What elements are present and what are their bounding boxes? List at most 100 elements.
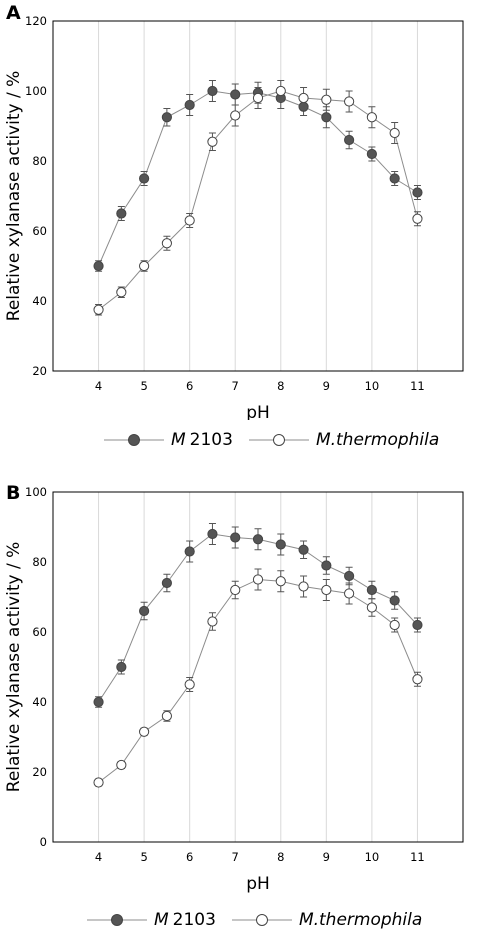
legend-label-suffix: 2103 bbox=[172, 910, 216, 930]
legend-item-mthermophila: M.thermophila bbox=[231, 910, 423, 930]
data-point-m2103 bbox=[252, 534, 264, 545]
legend-label-suffix: 2103 bbox=[189, 430, 233, 450]
data-point-m2103 bbox=[230, 89, 241, 100]
data-point-mthermophila bbox=[366, 112, 377, 123]
y-axis-label: Relative xylanase activity / % bbox=[4, 542, 24, 792]
data-point-m2103 bbox=[93, 696, 104, 708]
x-tick-label: 4 bbox=[95, 379, 102, 393]
data-point-mthermophila bbox=[344, 96, 355, 107]
data-point-mthermophila bbox=[298, 92, 309, 104]
data-point-m2103 bbox=[412, 619, 423, 631]
data-point-m2103 bbox=[298, 544, 309, 555]
x-tick-label: 8 bbox=[277, 379, 284, 393]
chart-legend: M 2103 M.thermophila bbox=[104, 430, 455, 450]
chart-a-svg: 4 5 6 7 8 9 10 11 20 40 60 80 100 120 pH Relative xylan… bbox=[4, 14, 464, 420]
data-point-mthermophila bbox=[139, 260, 150, 272]
data-point-mthermophila bbox=[344, 588, 355, 599]
data-point-mthermophila bbox=[252, 574, 264, 585]
data-point-mthermophila bbox=[275, 576, 286, 587]
data-point-m2103 bbox=[366, 148, 377, 160]
data-point-mthermophila bbox=[275, 85, 286, 97]
x-tick-label: 4 bbox=[95, 850, 102, 864]
data-point-m2103 bbox=[230, 532, 241, 543]
data-point-mthermophila bbox=[161, 238, 172, 249]
data-point-m2103 bbox=[161, 577, 172, 589]
x-axis-label: pH bbox=[246, 403, 270, 420]
data-point-m2103 bbox=[321, 560, 332, 571]
data-point-mthermophila bbox=[207, 136, 218, 147]
data-point-m2103 bbox=[139, 173, 150, 184]
data-point-m2103 bbox=[207, 528, 218, 540]
y-tick-label: 40 bbox=[32, 695, 47, 709]
series-line bbox=[98, 90, 418, 311]
legend-label: M bbox=[171, 430, 186, 450]
y-tick-label: 100 bbox=[25, 84, 47, 98]
chart-legend: M 2103 M.thermophila bbox=[87, 910, 438, 930]
series-line bbox=[98, 533, 418, 703]
y-tick-label: 120 bbox=[25, 14, 47, 28]
data-point-m2103 bbox=[275, 539, 286, 550]
legend-item-m2103: M 2103 bbox=[87, 910, 216, 930]
data-point-m2103 bbox=[184, 99, 195, 111]
legend-label: M.thermophila bbox=[298, 910, 423, 930]
chart-b-svg: 4 5 6 7 8 9 10 11 0 20 40 60 80 100 pH Relative xylanas… bbox=[4, 485, 464, 894]
data-point-mthermophila bbox=[252, 92, 264, 104]
data-point-m2103 bbox=[93, 260, 104, 272]
data-point-m2103 bbox=[344, 570, 355, 582]
legend-filled-circle-marker bbox=[104, 434, 164, 446]
x-tick-label: 11 bbox=[410, 850, 425, 864]
y-tick-label: 80 bbox=[32, 555, 47, 569]
x-tick-label: 8 bbox=[277, 850, 284, 864]
y-tick-label: 40 bbox=[32, 294, 47, 308]
x-tick-label: 9 bbox=[323, 379, 330, 393]
y-tick-label: 20 bbox=[32, 765, 47, 779]
legend-open-circle-marker bbox=[248, 434, 309, 446]
y-axis-label: Relative xylanase activity / % bbox=[4, 71, 24, 321]
y-tick-label: 20 bbox=[32, 364, 47, 378]
legend-item-mthermophila: M.thermophila bbox=[248, 430, 440, 450]
x-tick-label: 5 bbox=[140, 850, 147, 864]
data-point-mthermophila bbox=[298, 581, 309, 592]
data-point-mthermophila bbox=[412, 674, 423, 685]
legend-item-m2103: M 2103 bbox=[104, 430, 233, 450]
data-point-m2103 bbox=[116, 208, 127, 219]
data-point-mthermophila bbox=[389, 127, 400, 139]
x-tick-label: 10 bbox=[365, 850, 380, 864]
data-point-mthermophila bbox=[184, 215, 195, 226]
data-point-mthermophila bbox=[366, 602, 377, 613]
y-tick-label: 60 bbox=[32, 224, 47, 238]
data-point-m2103 bbox=[389, 173, 400, 184]
panel-label: A bbox=[6, 2, 21, 24]
data-point-m2103 bbox=[184, 546, 195, 557]
data-point-m2103 bbox=[389, 595, 400, 606]
data-point-mthermophila bbox=[412, 213, 423, 224]
data-point-mthermophila bbox=[230, 110, 241, 121]
data-point-mthermophila bbox=[161, 710, 172, 722]
y-tick-label: 60 bbox=[32, 625, 47, 639]
data-point-mthermophila bbox=[116, 759, 127, 771]
x-tick-label: 11 bbox=[410, 379, 425, 393]
x-tick-label: 7 bbox=[232, 379, 239, 393]
data-point-mthermophila bbox=[321, 584, 332, 596]
legend-label: M bbox=[154, 910, 169, 930]
x-tick-label: 10 bbox=[365, 379, 380, 393]
plot-frame bbox=[52, 491, 464, 843]
legend-label: M.thermophila bbox=[315, 430, 440, 450]
data-point-m2103 bbox=[139, 605, 150, 617]
x-tick-label: 6 bbox=[186, 850, 193, 864]
data-point-m2103 bbox=[344, 134, 355, 146]
legend-open-circle-marker bbox=[231, 914, 292, 926]
data-point-m2103 bbox=[116, 661, 127, 673]
data-point-mthermophila bbox=[389, 619, 400, 631]
data-point-mthermophila bbox=[207, 616, 218, 627]
x-axis-label: pH bbox=[246, 874, 270, 894]
panel-label: B bbox=[6, 482, 21, 504]
y-tick-label: 80 bbox=[32, 154, 47, 168]
x-tick-label: 6 bbox=[186, 379, 193, 393]
data-point-mthermophila bbox=[230, 584, 241, 596]
chart-panel-a: 4 5 6 7 8 9 10 11 20 40 60 80 100 120 pH Relative xylan… bbox=[4, 2, 464, 450]
legend-filled-circle-marker bbox=[87, 914, 147, 926]
data-point-mthermophila bbox=[116, 287, 127, 298]
data-point-m2103 bbox=[366, 584, 377, 596]
data-point-m2103 bbox=[321, 112, 332, 123]
